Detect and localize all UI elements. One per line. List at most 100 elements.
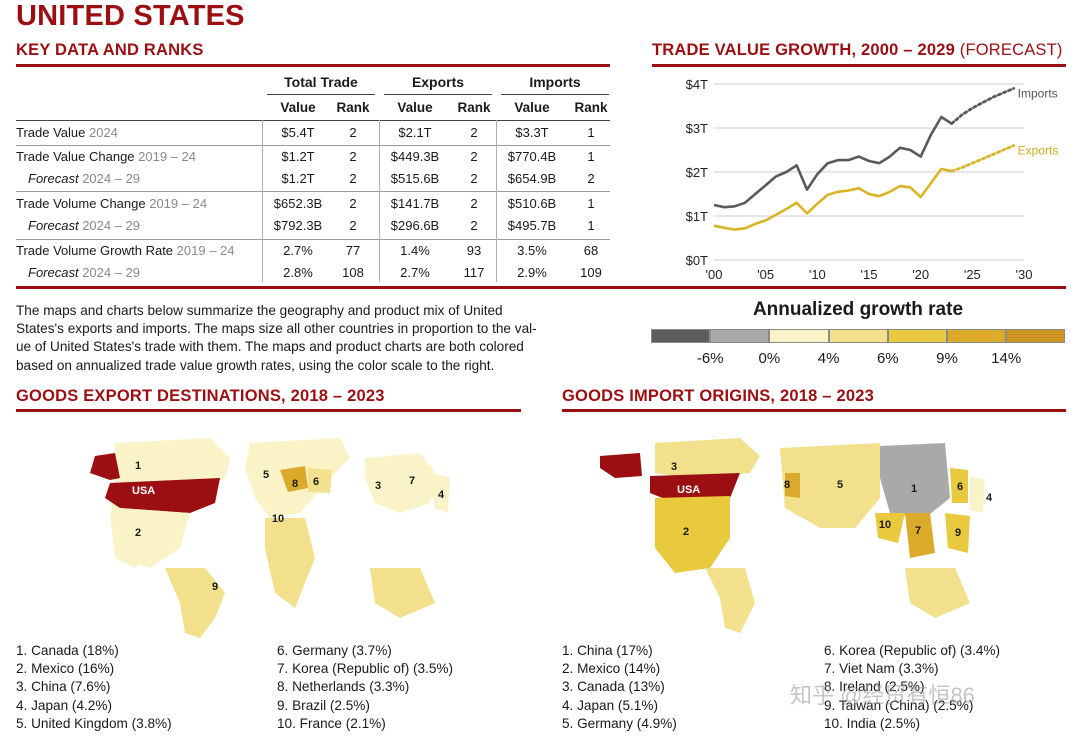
table-row-label: Forecast 2024 – 29 <box>28 218 140 233</box>
table-cell: 2.9% <box>517 265 547 280</box>
table-cell: 2 <box>470 125 478 140</box>
table-sub-header: Rank <box>336 100 370 115</box>
table-cell: 68 <box>583 243 599 258</box>
chart-x-tick-label: '05 <box>757 267 774 282</box>
chart-x-tick-label: '30 <box>1016 267 1033 282</box>
export-map-label: 5 <box>262 469 270 481</box>
import-map-region-canada <box>655 438 760 478</box>
table-sub-header: Value <box>397 100 433 115</box>
export-map-region-mexico <box>115 508 190 568</box>
export-map-usa-label: USA <box>132 485 156 497</box>
row-label-text: Trade Value Change <box>16 149 135 164</box>
export-map-region-korea <box>410 466 435 500</box>
watermark: 知乎 @经贸有恒86 <box>790 683 975 708</box>
table-cell: $654.9B <box>507 171 557 186</box>
table-row-label: Trade Volume Growth Rate 2019 – 24 <box>16 243 235 258</box>
chart-x-tick-label: '00 <box>706 267 723 282</box>
import-map-title: GOODS IMPORT ORIGINS, 2018 – 2023 <box>562 387 874 405</box>
chart-y-tick-label: $0T <box>686 253 708 268</box>
export-map-region-usa <box>105 478 220 513</box>
table-cell: 1 <box>587 196 595 211</box>
chart-x-tick-label: '15 <box>861 267 878 282</box>
growth-chart: $0T $1T $2T $3T $4T '00 '05 '10 '15 '20 '25 '30 Impo… <box>686 77 1059 282</box>
growth-chart-rule <box>652 64 1066 67</box>
import-map-label: 4 <box>985 492 993 504</box>
export-map-label: 8 <box>291 478 299 490</box>
table-cell: $449.3B <box>390 149 440 164</box>
export-map-label: 9 <box>211 581 219 593</box>
table-cell: $296.6B <box>390 218 440 233</box>
table-sub-header: Rank <box>457 100 491 115</box>
color-scale-label: 6% <box>876 350 899 367</box>
export-list-item: 6. Germany (3.7%) <box>277 643 392 658</box>
table-cell: 2.8% <box>283 265 313 280</box>
chart-x-tick-label: '25 <box>964 267 981 282</box>
table-row-label: Trade Value 2024 <box>16 125 118 140</box>
row-label-period: 2024 – 29 <box>78 265 141 280</box>
color-scale-swatch <box>947 329 1007 343</box>
table-cell: 3.5% <box>517 243 547 258</box>
export-map-label: 1 <box>134 460 142 472</box>
import-list-item: 4. Japan (5.1%) <box>562 697 658 713</box>
chart-y-tick-label: $3T <box>686 121 708 136</box>
growth-chart-title-main: TRADE VALUE GROWTH, 2000 – 2029 <box>652 41 955 59</box>
import-map-region-south-america <box>705 568 755 633</box>
import-map-label: 8 <box>783 479 791 491</box>
table-row-label: Trade Value Change 2019 – 24 <box>16 149 196 164</box>
export-list-item: 10. France (2.1%) <box>277 715 386 731</box>
table-cell: 2 <box>470 196 478 211</box>
table-group-underline <box>267 94 375 95</box>
import-list-item: 9. Taiwan (China) (2.5%) <box>824 697 974 713</box>
row-label-text: Trade Value <box>16 125 86 140</box>
row-label-text: Forecast <box>28 218 79 233</box>
table-row-rule <box>16 145 610 146</box>
import-list-item: 10. India (2.5%) <box>824 715 920 731</box>
export-map-title: GOODS EXPORT DESTINATIONS, 2018 – 2023 <box>16 387 385 405</box>
import-map-region-mexico <box>655 496 730 573</box>
import-map-region-taiwan <box>945 513 970 553</box>
import-map-region-alaska <box>600 453 642 478</box>
import-map-region-korea <box>950 468 968 503</box>
import-map <box>600 438 985 633</box>
table-cell: 2 <box>470 149 478 164</box>
row-label-text: Forecast <box>28 265 79 280</box>
table-cell: 1 <box>587 149 595 164</box>
row-label-text: Trade Volume Change <box>16 196 146 211</box>
chart-y-tick-label: $2T <box>686 165 708 180</box>
color-scale-label: 0% <box>758 350 781 367</box>
table-cell: 2 <box>587 171 595 186</box>
import-map-region-europe <box>780 443 880 528</box>
row-label-text: Trade Volume Growth Rate <box>16 243 174 258</box>
table-cell: 77 <box>345 243 361 258</box>
color-scale-title: Annualized growth rate <box>752 299 964 320</box>
color-scale-swatch <box>828 329 888 343</box>
import-list-item: 7. Viet Nam (3.3%) <box>824 661 939 677</box>
row-label-period: 2024 – 29 <box>78 218 141 233</box>
table-row-rule <box>16 191 610 192</box>
export-map-region-alaska <box>90 453 120 480</box>
table-cell: 2.7% <box>283 243 313 258</box>
table-column-divider <box>496 120 497 282</box>
export-list-right: 6. Germany (3.7%) 7. Korea (Republic of)… <box>277 642 453 733</box>
table-header-rule <box>16 120 610 121</box>
import-map-region-usa <box>650 473 740 503</box>
export-map-region-africa <box>265 518 315 608</box>
table-sub-header: Value <box>514 100 550 115</box>
table-cell: 2 <box>470 218 478 233</box>
table-cell: 1 <box>587 218 595 233</box>
color-scale-label: 14% <box>991 350 1022 367</box>
description-text: The maps and charts below summarize the … <box>16 302 616 375</box>
growth-chart-title-suffix: (FORECAST) <box>954 41 1063 59</box>
table-row-label: Trade Volume Change 2019 – 24 <box>16 196 207 211</box>
import-map-region-japan <box>970 476 985 513</box>
description-line: The maps and charts below summarize the … <box>16 303 503 318</box>
description-line: based on annualized trade value growth r… <box>16 357 495 373</box>
import-list-right: 6. Korea (Republic of) (3.4%) 7. Viet Na… <box>824 642 1000 733</box>
row-label-period: 2024 <box>85 125 118 140</box>
table-cell: 1 <box>587 125 595 140</box>
table-cell: $141.7B <box>390 196 440 211</box>
table-row-rule <box>16 239 610 240</box>
chart-x-tick-label: '10 <box>809 267 826 282</box>
row-label-text: Forecast <box>28 171 79 186</box>
chart-series-label: Imports <box>1018 86 1058 100</box>
